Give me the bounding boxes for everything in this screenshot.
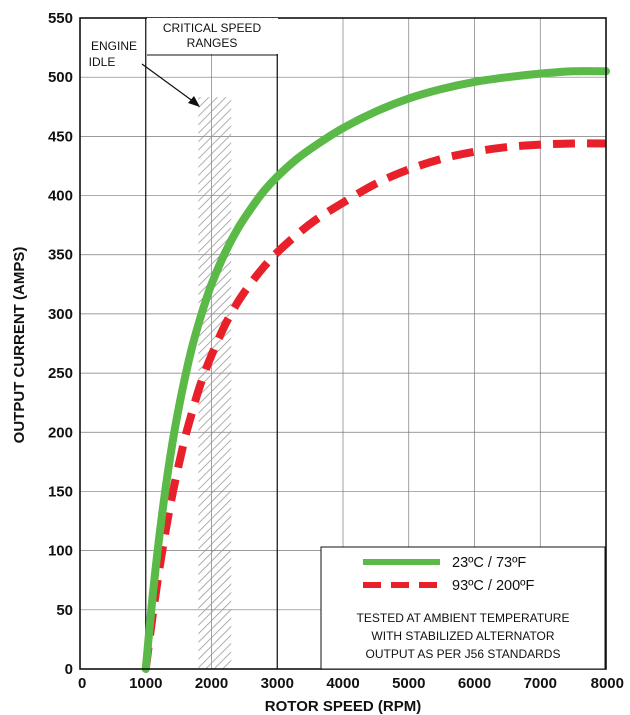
x-tick-label: 0 <box>78 675 86 692</box>
x-tick-label: 7000 <box>524 675 557 692</box>
critical-speed-title: CRITICAL SPEED <box>163 21 262 35</box>
y-axis-title: OUTPUT CURRENT (AMPS) <box>11 247 28 444</box>
y-tick-label: 350 <box>48 247 73 264</box>
legend: 23ºC / 73ºF 93ºC / 200ºF TESTED AT AMBIE… <box>320 546 606 670</box>
engine-idle-line-2: IDLE <box>89 55 116 69</box>
grid-lines <box>80 18 606 669</box>
y-tick-label: 550 <box>48 10 73 27</box>
y-tick-label: 150 <box>48 483 73 500</box>
y-tick-label: 250 <box>48 365 73 382</box>
y-tick-label: 300 <box>48 306 73 323</box>
legend-label-93c: 93ºC / 200ºF <box>452 578 534 594</box>
x-tick-label: 4000 <box>326 675 359 692</box>
legend-box <box>320 546 606 670</box>
x-tick-label: 3000 <box>261 675 294 692</box>
critical-speed-annotation: CRITICAL SPEED RANGES <box>147 18 278 56</box>
x-tick-label: 8000 <box>591 675 624 692</box>
y-tick-label: 200 <box>48 424 73 441</box>
y-tick-labels: 0 50 100 150 200 250 300 350 400 450 500 550 <box>48 10 73 678</box>
y-tick-label: 450 <box>48 128 73 145</box>
y-tick-label: 0 <box>65 661 73 678</box>
series-line-93c <box>141 139 607 670</box>
x-tick-label: 1000 <box>129 675 162 692</box>
series-layer <box>141 67 610 673</box>
legend-label-23c: 23ºC / 73ºF <box>452 555 526 571</box>
critical-speed-label-box <box>147 18 278 54</box>
x-axis-title: ROTOR SPEED (RPM) <box>265 698 421 715</box>
engine-idle-arrow-head <box>188 96 200 107</box>
y-tick-label: 400 <box>48 188 73 205</box>
x-tick-label: 5000 <box>392 675 425 692</box>
x-tick-labels: 0 1000 2000 3000 4000 5000 6000 7000 8000 <box>78 675 624 692</box>
engine-idle-annotation: ENGINE IDLE <box>84 36 200 107</box>
test-note-line-3: OUTPUT AS PER J56 STANDARDS <box>366 647 561 661</box>
y-tick-label: 100 <box>48 543 73 560</box>
y-tick-label: 500 <box>48 69 73 86</box>
test-note-line-2: WITH STABILIZED ALTERNATOR <box>371 629 554 643</box>
x-tick-label: 6000 <box>458 675 491 692</box>
critical-speed-subtitle: RANGES <box>187 36 238 50</box>
y-tick-label: 50 <box>56 602 73 619</box>
engine-idle-line-1: ENGINE <box>91 39 137 53</box>
engine-idle-label-box <box>84 36 144 68</box>
series-line-23c <box>141 67 610 673</box>
x-tick-label: 2000 <box>195 675 228 692</box>
test-note-line-1: TESTED AT AMBIENT TEMPERATURE <box>357 611 570 625</box>
engine-idle-arrow-shaft <box>141 63 195 103</box>
